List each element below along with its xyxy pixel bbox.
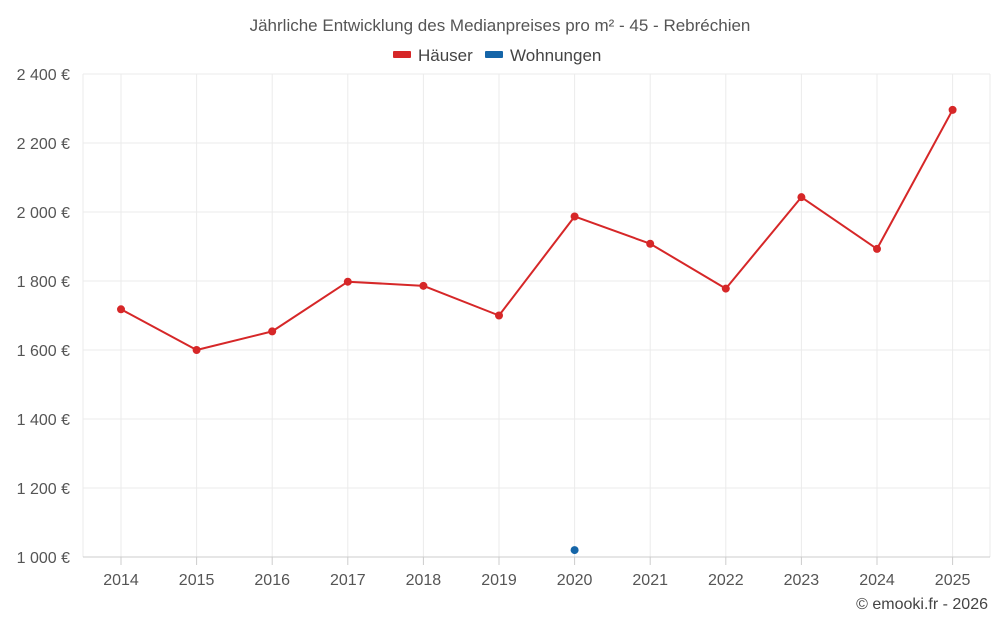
legend-swatch-haeuser bbox=[393, 51, 411, 58]
x-axis-labels: 2014 2015 2016 2017 2018 2019 2020 2021 2022 2023… bbox=[103, 572, 970, 589]
x-tick-label: 2014 bbox=[103, 572, 139, 589]
y-tick-label: 1 600 € bbox=[17, 343, 70, 360]
data-point-haeuser[interactable] bbox=[117, 305, 125, 314]
chart-title: Jährliche Entwicklung des Medianpreises … bbox=[250, 16, 751, 35]
legend-item-wohnungen[interactable]: Wohnungen bbox=[485, 46, 601, 65]
data-point-haeuser[interactable] bbox=[343, 277, 352, 286]
x-tick-label: 2019 bbox=[481, 572, 517, 589]
y-tick-label: 1 400 € bbox=[17, 412, 70, 429]
y-tick-label: 1 200 € bbox=[17, 481, 70, 498]
y-tick-label: 1 000 € bbox=[17, 550, 70, 567]
y-gridlines bbox=[83, 73, 990, 489]
y-tick-label: 2 200 € bbox=[17, 136, 70, 153]
data-point-haeuser[interactable] bbox=[192, 346, 201, 354]
credit-text: © emooki.fr - 2026 bbox=[856, 596, 988, 613]
x-tick-label: 2022 bbox=[708, 572, 744, 589]
x-tick-label: 2023 bbox=[784, 572, 820, 589]
data-point-haeuser[interactable] bbox=[721, 284, 730, 293]
x-tick-label: 2017 bbox=[330, 572, 366, 589]
legend-label-wohnungen: Wohnungen bbox=[510, 46, 601, 65]
y-tick-label: 2 000 € bbox=[17, 205, 70, 222]
data-point-haeuser[interactable] bbox=[797, 193, 806, 202]
data-point-haeuser[interactable] bbox=[873, 244, 881, 253]
x-tick-label: 2020 bbox=[557, 572, 593, 589]
x-gridlines bbox=[82, 74, 991, 565]
x-tick-label: 2016 bbox=[254, 572, 290, 589]
x-tick-label: 2015 bbox=[179, 572, 215, 589]
series-points bbox=[117, 105, 957, 555]
y-tick-label: 1 800 € bbox=[17, 274, 70, 291]
x-tick-label: 2025 bbox=[935, 572, 971, 589]
data-point-haeuser[interactable] bbox=[495, 311, 503, 320]
legend-swatch-wohnungen bbox=[485, 51, 503, 58]
data-point-haeuser[interactable] bbox=[268, 327, 277, 336]
series-line-haeuser bbox=[120, 109, 954, 351]
x-tick-label: 2018 bbox=[406, 572, 442, 589]
x-tick-label: 2024 bbox=[859, 572, 895, 589]
legend: Häuser Wohnungen bbox=[393, 46, 601, 65]
data-point-haeuser[interactable] bbox=[570, 212, 579, 221]
y-axis-labels: 1 000 € 1 200 € 1 400 € 1 600 € 1 800 € 2 000… bbox=[17, 67, 70, 567]
data-point-haeuser[interactable] bbox=[948, 105, 957, 114]
data-point-haeuser[interactable] bbox=[646, 239, 655, 248]
legend-label-haeuser: Häuser bbox=[418, 46, 473, 65]
y-tick-label: 2 400 € bbox=[17, 67, 70, 84]
x-tick-label: 2021 bbox=[632, 572, 668, 589]
data-point-haeuser[interactable] bbox=[419, 281, 428, 290]
legend-item-haeuser[interactable]: Häuser bbox=[393, 46, 473, 65]
data-point-wohnungen[interactable] bbox=[570, 546, 579, 555]
series-lines bbox=[120, 109, 954, 351]
